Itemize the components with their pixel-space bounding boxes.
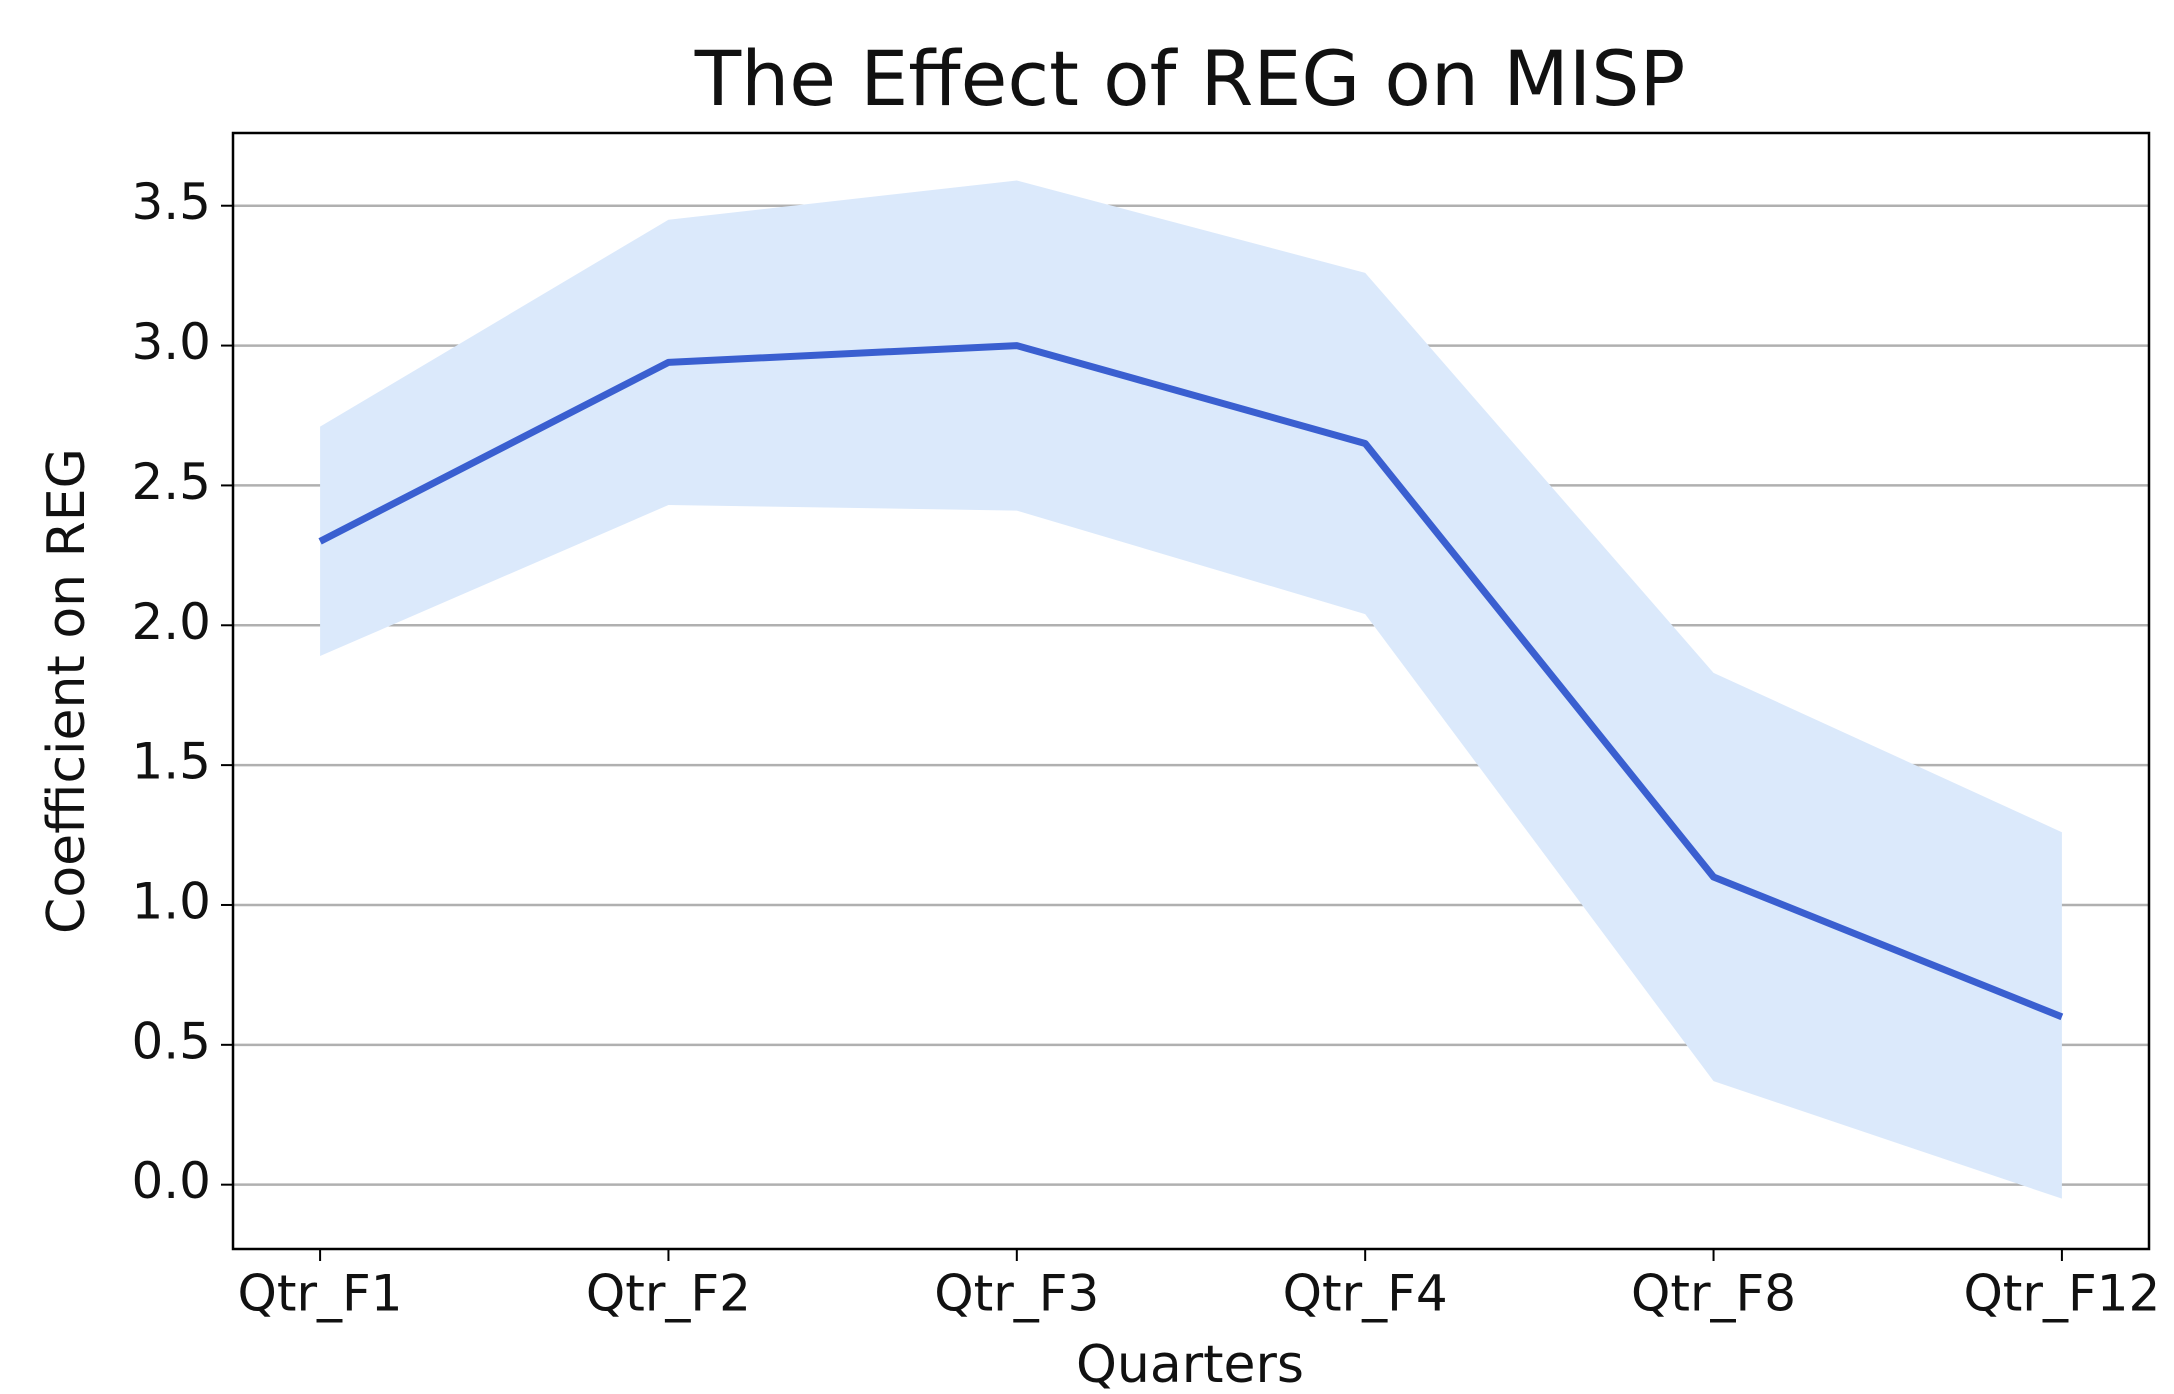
y-tick-label: 3.5	[131, 173, 211, 231]
line	[318, 342, 2064, 1021]
x-tick-label: Qtr_F12	[1963, 1265, 2160, 1323]
y-tick-label: 0.0	[131, 1152, 211, 1210]
y-tick-label: 2.0	[131, 593, 211, 651]
confidence-band	[320, 180, 2062, 1199]
plot-frame	[231, 131, 2151, 1251]
y-tick-label: 0.5	[131, 1012, 211, 1070]
x-tick-label: Qtr_F3	[934, 1265, 1099, 1323]
y-tick-label: 1.0	[131, 872, 211, 930]
y-tick-label: 1.5	[131, 733, 211, 791]
x-tick-label: Qtr_F1	[238, 1265, 403, 1323]
x-tick-label: Qtr_F8	[1631, 1265, 1796, 1323]
y-axis-label: Coefficient on REG	[37, 448, 97, 934]
chart-title: The Effect of REG on MISP	[694, 34, 1686, 123]
x-axis-label: Quarters	[1076, 1335, 1304, 1394]
x-tick-label: Qtr_F4	[1283, 1265, 1448, 1323]
x-tick-label: Qtr_F2	[586, 1265, 751, 1323]
y-tick-label: 2.5	[131, 453, 211, 511]
y-tick-label: 3.0	[131, 313, 211, 371]
